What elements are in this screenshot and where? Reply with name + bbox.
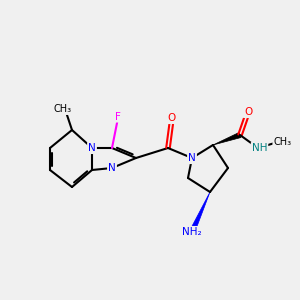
Polygon shape (190, 192, 210, 233)
Text: NH₂: NH₂ (182, 227, 202, 237)
Polygon shape (213, 133, 241, 145)
Text: N: N (108, 163, 116, 173)
Text: N: N (88, 143, 96, 153)
Text: NH: NH (252, 143, 267, 153)
Text: CH₃: CH₃ (273, 137, 292, 147)
Text: CH₃: CH₃ (54, 104, 72, 114)
Text: N: N (188, 153, 196, 163)
Text: O: O (244, 107, 252, 117)
Text: F: F (115, 112, 121, 122)
Text: O: O (168, 113, 176, 123)
